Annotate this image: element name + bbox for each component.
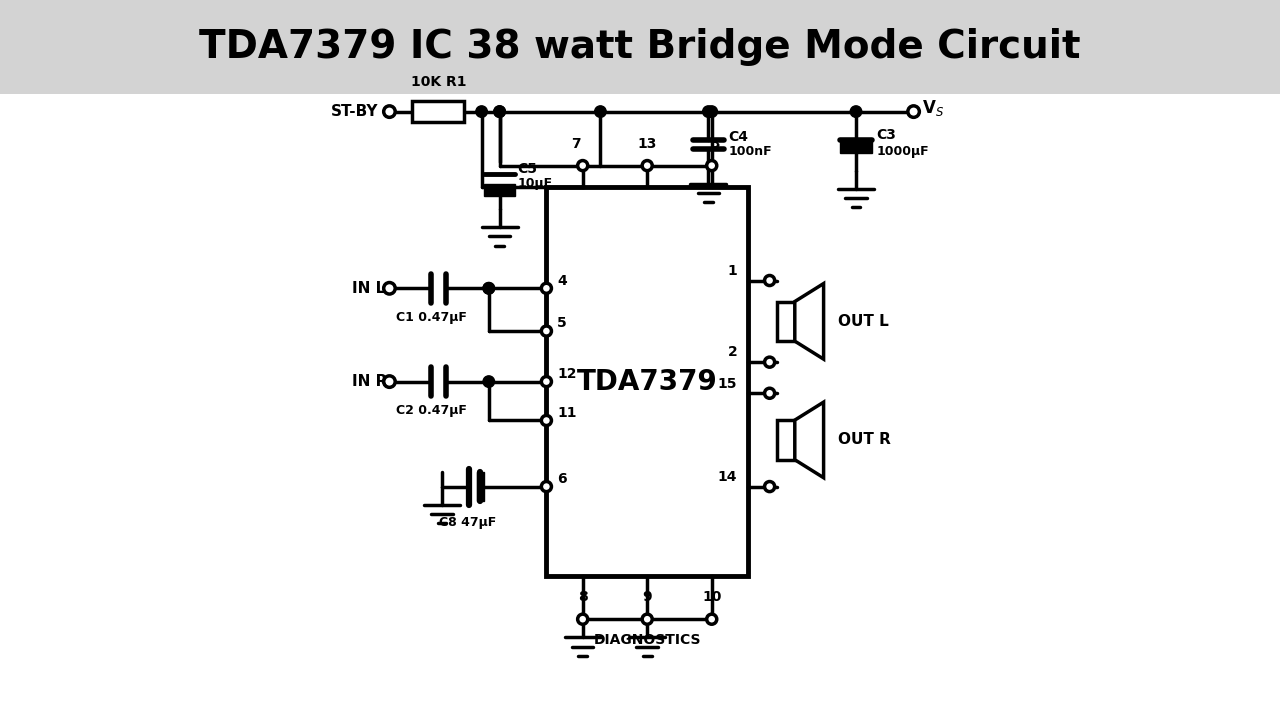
Text: 15: 15	[718, 377, 737, 390]
Circle shape	[764, 482, 774, 492]
Circle shape	[703, 106, 714, 117]
Text: 1000μF: 1000μF	[877, 145, 929, 158]
Circle shape	[541, 283, 552, 293]
Circle shape	[476, 106, 488, 117]
Circle shape	[643, 614, 653, 624]
Bar	[777, 302, 795, 341]
Text: 4: 4	[557, 274, 567, 288]
Text: OUT L: OUT L	[838, 314, 888, 329]
Text: 3: 3	[710, 137, 721, 150]
Text: V$_S$: V$_S$	[922, 98, 945, 118]
Circle shape	[707, 106, 718, 117]
Circle shape	[908, 106, 919, 117]
Text: 11: 11	[557, 406, 577, 420]
Circle shape	[384, 282, 396, 294]
Circle shape	[577, 614, 588, 624]
Text: TDA7379 IC 38 watt Bridge Mode Circuit: TDA7379 IC 38 watt Bridge Mode Circuit	[200, 28, 1080, 66]
Text: 9: 9	[643, 590, 652, 604]
Circle shape	[483, 282, 494, 294]
Text: 2: 2	[727, 346, 737, 359]
Text: OUT R: OUT R	[838, 433, 891, 447]
Text: 10: 10	[701, 590, 722, 604]
Text: 1: 1	[727, 264, 737, 278]
Text: 5: 5	[557, 317, 567, 330]
Text: C8 47μF: C8 47μF	[439, 516, 495, 529]
Text: 6: 6	[557, 472, 567, 486]
Text: 8: 8	[577, 590, 588, 604]
Circle shape	[483, 282, 494, 294]
Text: C3: C3	[877, 128, 896, 143]
Text: C4: C4	[728, 130, 749, 144]
Circle shape	[707, 614, 717, 624]
Bar	[547, 187, 748, 576]
Circle shape	[577, 161, 588, 171]
Circle shape	[483, 376, 494, 387]
Text: 13: 13	[637, 137, 657, 150]
Bar	[476, 472, 484, 501]
Circle shape	[541, 326, 552, 336]
Polygon shape	[795, 284, 823, 359]
Bar	[840, 140, 872, 153]
Text: C2 0.47μF: C2 0.47μF	[396, 404, 467, 417]
Circle shape	[541, 415, 552, 426]
Circle shape	[494, 106, 506, 117]
Circle shape	[764, 388, 774, 398]
Circle shape	[494, 106, 506, 117]
Text: C5: C5	[517, 162, 538, 176]
Text: 12: 12	[557, 367, 577, 381]
Bar	[777, 420, 795, 460]
Text: TDA7379: TDA7379	[577, 368, 718, 395]
Text: IN L: IN L	[352, 281, 385, 296]
Circle shape	[541, 482, 552, 492]
Text: 7: 7	[571, 137, 580, 150]
Circle shape	[643, 161, 653, 171]
Circle shape	[850, 106, 861, 117]
Text: IN R: IN R	[352, 374, 388, 389]
Text: 100nF: 100nF	[728, 145, 772, 158]
Circle shape	[595, 106, 607, 117]
Text: ST-BY: ST-BY	[330, 104, 378, 119]
Text: C1 0.47μF: C1 0.47μF	[396, 311, 467, 324]
Text: 10K R1: 10K R1	[411, 76, 466, 89]
Bar	[412, 101, 465, 122]
Circle shape	[384, 106, 396, 117]
Circle shape	[764, 357, 774, 367]
Circle shape	[541, 377, 552, 387]
Circle shape	[707, 161, 717, 171]
Text: DIAGNOSTICS: DIAGNOSTICS	[594, 634, 701, 647]
Bar	[484, 184, 516, 196]
Circle shape	[384, 376, 396, 387]
Text: 14: 14	[718, 470, 737, 484]
Circle shape	[764, 276, 774, 286]
Polygon shape	[795, 402, 823, 478]
Text: 10μF: 10μF	[517, 177, 553, 190]
